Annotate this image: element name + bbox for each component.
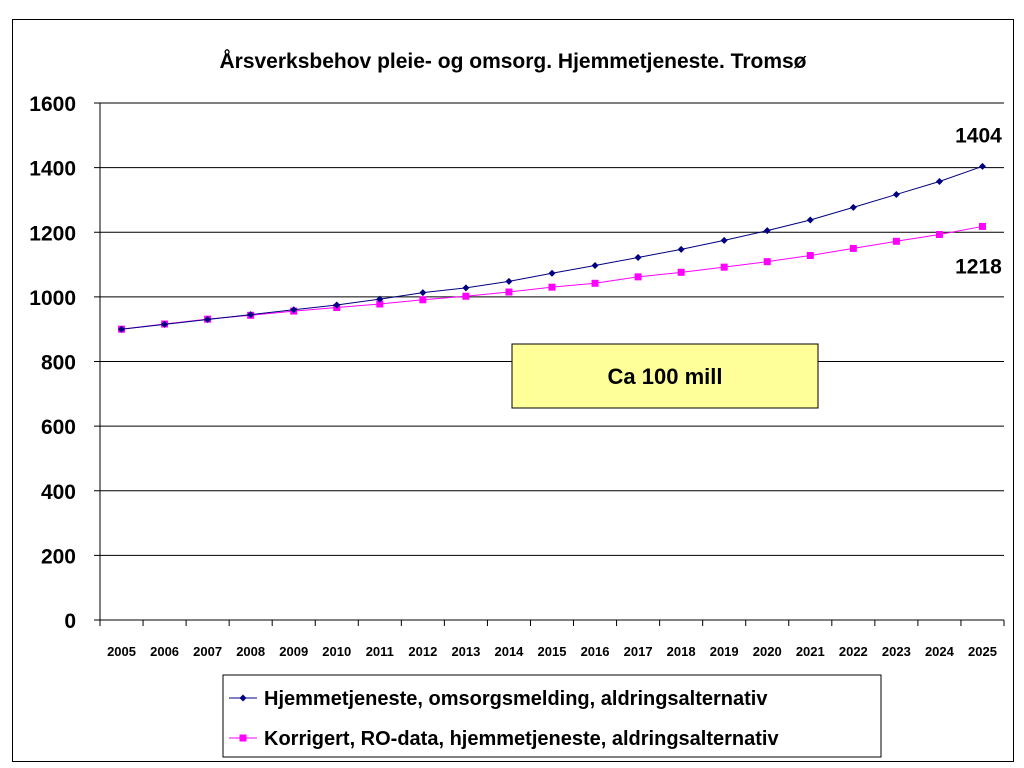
data-point (892, 190, 900, 198)
x-tick-label: 2007 (193, 644, 222, 659)
data-label: 1218 (955, 255, 1002, 278)
data-point (806, 252, 814, 260)
callout-rect (511, 343, 819, 409)
data-point (247, 311, 255, 319)
gridlines (100, 102, 1004, 556)
data-point (505, 288, 513, 296)
series-0 (118, 162, 986, 333)
data-point (290, 306, 298, 314)
data-point (548, 269, 556, 277)
data-point (892, 237, 900, 245)
y-tick-label: 1600 (29, 93, 76, 116)
data-point (806, 216, 814, 224)
data-point (161, 320, 169, 328)
y-axis-ticks: 0 200 400 600 800 1000 1200 1400 1600 (29, 93, 100, 633)
y-tick-label: 400 (41, 481, 76, 504)
data-point (419, 296, 427, 304)
data-point (720, 236, 728, 244)
data-point (118, 325, 126, 333)
data-point (376, 295, 384, 303)
data-point (763, 227, 771, 235)
data-point (333, 301, 341, 309)
data-point (634, 253, 642, 261)
legend-marker (239, 694, 247, 702)
data-point (591, 262, 599, 270)
x-tick-label: 2012 (408, 644, 437, 659)
data-point (935, 231, 943, 239)
x-tick-label: 2025 (968, 644, 997, 659)
x-axis-ticks: 2005 2006 2007 2008 2009 2010 2011 2012 2013 2014… (99, 620, 1005, 659)
data-point (548, 283, 556, 291)
y-tick-label: 1000 (29, 287, 76, 310)
x-tick-label: 2016 (581, 644, 610, 659)
annotations: 1404 1218 (955, 124, 1002, 278)
x-tick-label: 2021 (796, 644, 825, 659)
legend-label: Korrigert, RO-data, hjemmetjeneste, aldr… (264, 728, 779, 750)
x-tick-label: 2018 (667, 644, 696, 659)
x-tick-label: 2014 (494, 644, 524, 659)
data-point (634, 273, 642, 281)
data-point (419, 289, 427, 297)
axes (99, 103, 1004, 621)
legend-label: Hjemmetjeneste, omsorgsmelding, aldrings… (264, 688, 768, 710)
data-point (849, 203, 857, 211)
x-tick-label: 2022 (839, 644, 868, 659)
data-point (978, 162, 986, 170)
y-tick-label: 800 (41, 352, 76, 375)
x-tick-label: 2005 (107, 644, 136, 659)
data-point (505, 277, 513, 285)
y-tick-label: 1200 (29, 222, 76, 245)
callout-box: Ca 100 mill (511, 343, 819, 409)
x-tick-label: 2020 (753, 644, 782, 659)
legend-marker (239, 734, 247, 742)
data-point (591, 279, 599, 287)
data-point (462, 292, 470, 300)
x-tick-label: 2008 (236, 644, 265, 659)
series-group (118, 162, 986, 333)
data-point (720, 263, 728, 271)
chart-title: Årsverksbehov pleie- og omsorg. Hjemmetj… (219, 49, 806, 73)
x-tick-label: 2017 (624, 644, 653, 659)
series-1 (118, 222, 986, 333)
x-tick-label: 2011 (366, 644, 394, 659)
data-point (462, 284, 470, 292)
x-tick-label: 2019 (710, 644, 739, 659)
x-tick-label: 2009 (279, 644, 308, 659)
x-tick-label: 2006 (150, 644, 179, 659)
x-tick-label: 2015 (538, 644, 567, 659)
data-point (978, 222, 986, 230)
data-label: 1404 (955, 124, 1002, 147)
x-tick-label: 2024 (925, 644, 955, 659)
x-tick-label: 2023 (882, 644, 911, 659)
x-tick-label: 2010 (322, 644, 351, 659)
legend: Hjemmetjeneste, omsorgsmelding, aldrings… (222, 674, 882, 758)
data-point (204, 315, 212, 323)
data-point (935, 178, 943, 186)
data-point (677, 268, 685, 276)
data-point (677, 245, 685, 253)
x-tick-label: 2013 (451, 644, 480, 659)
data-point (763, 258, 771, 266)
y-tick-label: 200 (41, 545, 76, 568)
data-point (849, 244, 857, 252)
callout-text: Ca 100 mill (608, 364, 723, 389)
y-tick-label: 600 (41, 416, 76, 439)
y-tick-label: 1400 (29, 158, 76, 181)
data-point (376, 300, 384, 308)
y-tick-label: 0 (64, 610, 76, 633)
legend-box (222, 674, 882, 758)
